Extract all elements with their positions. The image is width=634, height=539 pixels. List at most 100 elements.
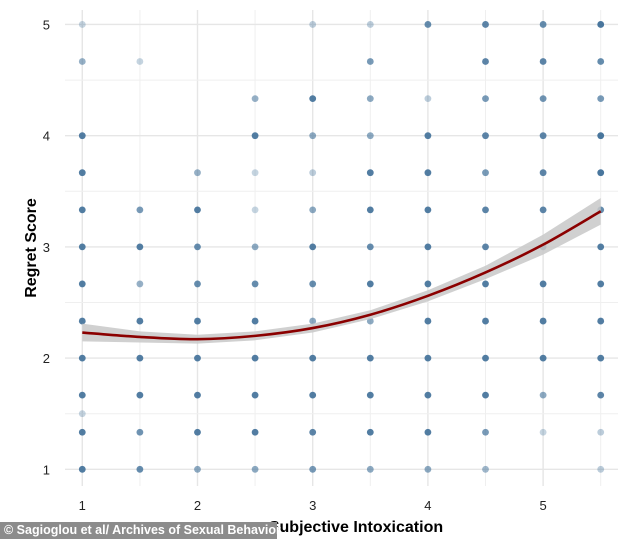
data-point [424, 317, 432, 325]
data-point [136, 206, 144, 214]
data-point [424, 391, 432, 399]
data-point [78, 132, 86, 140]
data-point [366, 280, 374, 288]
data-point [539, 58, 547, 65]
data-point [424, 243, 432, 251]
data-point [78, 317, 86, 325]
fit-line [82, 210, 602, 341]
data-point [136, 354, 144, 362]
data-point [597, 169, 605, 177]
data-point [78, 21, 86, 28]
data-point [309, 206, 317, 214]
data-point [136, 280, 144, 288]
data-point [597, 243, 605, 251]
data-point [597, 317, 605, 325]
data-point [366, 58, 374, 65]
data-point [251, 354, 259, 362]
data-point [424, 354, 432, 362]
data-point [78, 169, 86, 177]
data-point [251, 243, 259, 251]
data-point [136, 58, 144, 65]
data-point [309, 95, 317, 103]
data-point [539, 354, 547, 362]
data-point [194, 391, 201, 399]
data-point [251, 132, 259, 140]
data-point [482, 428, 489, 436]
image-credit: © Sagioglou et al/ Archives of Sexual Be… [0, 522, 281, 539]
data-point [194, 465, 201, 473]
data-point [539, 132, 547, 140]
confidence-band [82, 197, 601, 344]
data-point [482, 391, 489, 399]
data-point [78, 206, 86, 214]
data-point [424, 21, 432, 28]
data-point [309, 132, 317, 140]
data-point [251, 428, 259, 436]
data-point [597, 58, 605, 65]
y-tick-label: 4 [43, 129, 50, 144]
data-point [424, 428, 432, 436]
data-point [136, 317, 144, 325]
data-point [482, 465, 489, 473]
data-point [597, 95, 605, 103]
data-point [78, 280, 86, 288]
data-point [194, 206, 201, 214]
data-point [482, 95, 489, 103]
data-point [309, 280, 317, 288]
data-point [251, 280, 259, 288]
data-point [251, 465, 259, 473]
data-point [309, 21, 317, 28]
data-point [597, 465, 605, 473]
data-point [194, 243, 201, 251]
data-point [597, 132, 605, 140]
data-point [136, 428, 144, 436]
data-point [366, 21, 374, 28]
data-point [309, 243, 317, 251]
data-point [309, 317, 317, 325]
data-point [194, 354, 201, 362]
data-point [136, 465, 144, 473]
data-point [78, 354, 86, 362]
data-point [251, 169, 259, 177]
y-axis-title: Regret Score [23, 198, 40, 298]
data-point [424, 465, 432, 473]
data-point [539, 428, 547, 436]
data-point [482, 21, 489, 28]
data-point [424, 206, 432, 214]
data-point [482, 206, 489, 214]
data-point [251, 95, 259, 103]
data-point [539, 21, 547, 28]
data-point [194, 317, 201, 325]
data-point [309, 354, 317, 362]
data-point [366, 169, 374, 177]
data-point [366, 465, 374, 473]
data-point [482, 354, 489, 362]
data-point [309, 465, 317, 473]
data-point [78, 58, 86, 65]
x-tick-label: 2 [194, 498, 201, 513]
data-point [251, 206, 259, 214]
data-point [539, 169, 547, 177]
data-point [539, 95, 547, 103]
data-point [539, 391, 547, 399]
data-point [194, 428, 201, 436]
data-point [482, 280, 489, 288]
x-tick-label: 4 [424, 498, 431, 513]
data-point [78, 428, 86, 436]
y-tick-label: 1 [43, 462, 50, 477]
data-point [136, 391, 144, 399]
data-point [78, 465, 86, 473]
x-tick-label: 3 [309, 498, 316, 513]
data-point [366, 206, 374, 214]
data-point [136, 243, 144, 251]
y-tick-label: 2 [43, 351, 50, 366]
data-point [366, 95, 374, 103]
data-point [424, 132, 432, 140]
data-point [539, 206, 547, 214]
data-point [539, 280, 547, 288]
data-point [78, 391, 86, 399]
data-point [78, 243, 86, 251]
data-point [597, 391, 605, 399]
data-point [366, 354, 374, 362]
